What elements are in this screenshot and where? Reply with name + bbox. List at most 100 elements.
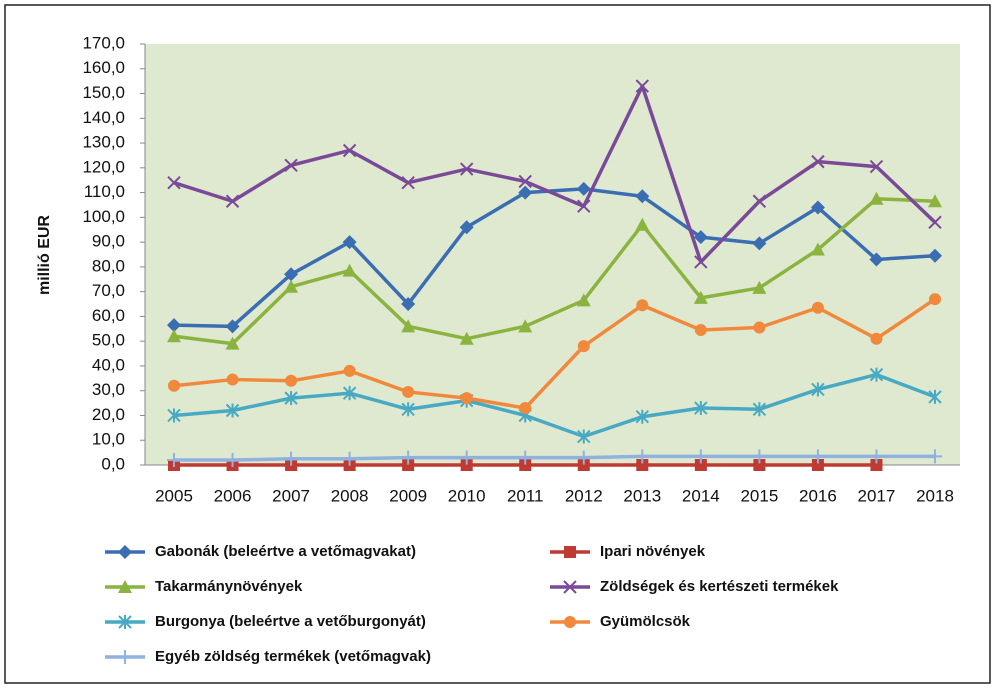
- marker: [167, 318, 181, 333]
- marker: [459, 450, 474, 465]
- marker: [693, 290, 708, 304]
- marker: [459, 220, 474, 235]
- marker: [810, 242, 825, 256]
- marker: [811, 382, 825, 397]
- marker: [635, 217, 650, 231]
- marker: [576, 181, 591, 196]
- series-line: [173, 297, 936, 410]
- y-tick-label: 80,0: [92, 256, 125, 275]
- y-axis-label: millió EUR: [36, 215, 53, 295]
- marker: [752, 280, 767, 294]
- x-tick-label: 2007: [272, 486, 310, 505]
- y-tick-label: 150,0: [82, 83, 125, 102]
- marker: [929, 293, 941, 306]
- y-tick-label: 50,0: [92, 331, 125, 350]
- marker: [401, 319, 416, 333]
- marker: [460, 392, 473, 405]
- marker: [459, 162, 474, 176]
- marker: [225, 403, 240, 418]
- marker: [225, 336, 240, 350]
- legend-label: Gabonák (beleértve a vetőmagvakat): [155, 543, 416, 560]
- x-tick-label: 2013: [623, 486, 661, 505]
- marker: [225, 194, 240, 208]
- marker: [928, 215, 942, 230]
- x-tick-label: 2017: [858, 486, 896, 505]
- marker: [577, 340, 590, 353]
- marker: [168, 379, 180, 392]
- y-tick-label: 160,0: [82, 58, 125, 77]
- series-line: [173, 84, 937, 264]
- marker: [577, 199, 591, 213]
- y-tick-label: 40,0: [92, 355, 125, 374]
- marker: [928, 449, 942, 464]
- marker: [342, 143, 357, 158]
- legend-label: Egyéb zöldség termékek (vetőmagvak): [155, 648, 431, 665]
- y-tick-label: 110,0: [84, 182, 125, 201]
- legend-label: Ipari növények: [600, 543, 706, 560]
- y-tick-label: 10,0: [92, 430, 125, 449]
- marker: [752, 236, 767, 251]
- marker: [869, 449, 884, 464]
- marker: [810, 200, 825, 215]
- marker: [118, 615, 132, 629]
- x-tick-label: 2011: [507, 486, 544, 505]
- x-tick-label: 2016: [799, 486, 837, 505]
- marker: [635, 189, 650, 204]
- x-tick-label: 2014: [682, 486, 720, 505]
- marker: [402, 385, 415, 398]
- marker: [342, 263, 357, 277]
- marker: [167, 175, 181, 190]
- y-tick-label: 140,0: [82, 108, 125, 127]
- marker: [459, 331, 474, 345]
- marker: [576, 293, 591, 307]
- marker: [870, 332, 883, 345]
- marker: [810, 449, 825, 464]
- marker: [869, 159, 884, 174]
- y-tick-label: 170,0: [82, 33, 125, 52]
- y-tick-label: 90,0: [92, 232, 125, 251]
- x-tick-label: 2008: [331, 486, 369, 505]
- y-tick-label: 20,0: [92, 405, 125, 424]
- marker: [811, 459, 824, 471]
- marker: [635, 409, 650, 424]
- marker: [401, 175, 415, 190]
- marker: [226, 373, 239, 386]
- marker: [694, 401, 708, 416]
- marker: [753, 321, 766, 334]
- marker: [753, 459, 766, 471]
- marker: [693, 230, 708, 245]
- x-tick-label: 2010: [448, 486, 486, 505]
- marker: [167, 408, 181, 423]
- marker: [118, 545, 132, 559]
- marker: [284, 267, 299, 282]
- marker: [635, 449, 650, 464]
- marker: [167, 453, 181, 468]
- marker: [635, 79, 650, 93]
- y-tick-label: 100,0: [82, 207, 125, 226]
- x-tick-label: 2006: [214, 486, 252, 505]
- marker: [342, 235, 357, 250]
- marker: [401, 450, 416, 465]
- marker: [577, 459, 590, 471]
- marker: [636, 299, 649, 312]
- legend-label: Zöldségek és kertészeti termékek: [600, 578, 839, 595]
- marker: [564, 616, 576, 628]
- marker: [518, 450, 533, 465]
- marker: [284, 391, 298, 406]
- legend-label: Gyümölcsök: [600, 613, 691, 630]
- y-tick-label: 30,0: [92, 380, 125, 399]
- marker: [284, 451, 299, 466]
- marker: [342, 451, 357, 466]
- marker: [401, 402, 415, 417]
- marker: [694, 459, 707, 471]
- marker: [343, 364, 356, 377]
- marker: [460, 459, 473, 471]
- x-tick-label: 2009: [389, 486, 427, 505]
- marker: [811, 301, 824, 314]
- legend-label: Burgonya (beleértve a vetőburgonyát): [155, 613, 426, 630]
- marker: [563, 580, 577, 594]
- marker: [752, 402, 767, 417]
- y-tick-label: 60,0: [92, 306, 125, 325]
- marker: [402, 459, 415, 471]
